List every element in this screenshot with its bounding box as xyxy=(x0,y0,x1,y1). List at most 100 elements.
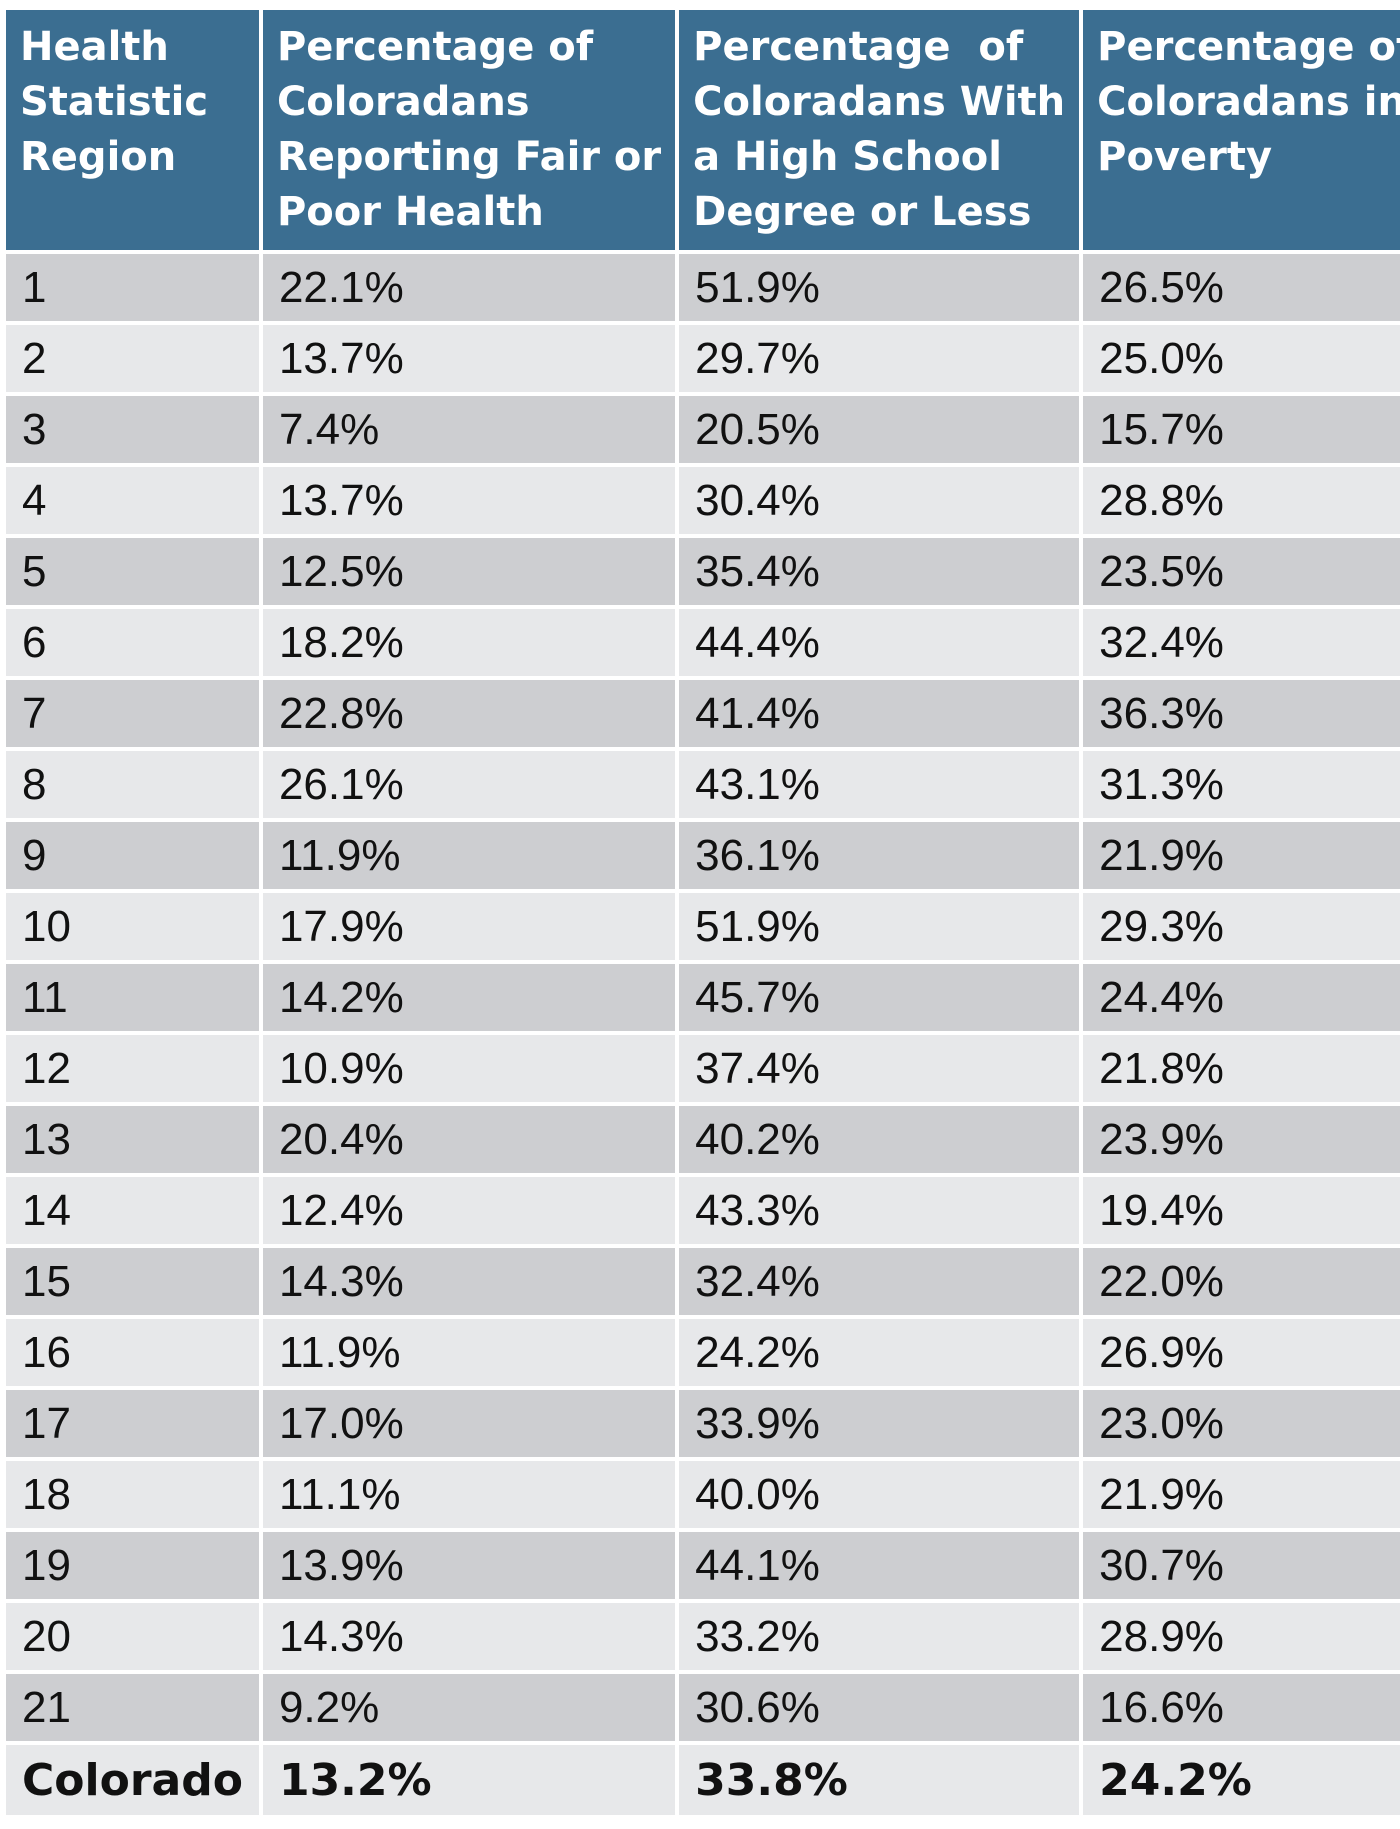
high-school-cell: 20.5% xyxy=(679,396,1080,463)
poverty-cell: 19.4% xyxy=(1083,1177,1400,1244)
fair-poor-health-cell: 13.7% xyxy=(262,325,676,392)
region-cell: 17 xyxy=(6,1390,259,1457)
high-school-cell: 35.4% xyxy=(679,538,1080,605)
poverty-cell: 30.7% xyxy=(1083,1532,1400,1599)
table-row: 19 13.9% 44.1% 30.7% xyxy=(6,1532,1400,1599)
table-row: 1 22.1% 51.9% 26.5% xyxy=(6,254,1400,321)
header-line: Coloradans xyxy=(276,79,530,125)
poverty-cell: 25.0% xyxy=(1083,325,1400,392)
region-cell: 2 xyxy=(6,325,259,392)
high-school-cell: 36.1% xyxy=(679,822,1080,889)
poverty-cell: 21.8% xyxy=(1083,1035,1400,1102)
high-school-cell: 33.9% xyxy=(679,1390,1080,1457)
poverty-cell: 29.3% xyxy=(1083,893,1400,960)
header-cell-high-school: Percentage of Coloradans With a High Schoo… xyxy=(679,10,1080,250)
region-cell: 19 xyxy=(6,1532,259,1599)
fair-poor-health-cell: 18.2% xyxy=(262,609,676,676)
table-body: 1 22.1% 51.9% 26.5% 2 13.7% 29.7% 25.0% 3 7.4% 20.… xyxy=(6,254,1400,1815)
table-row: 21 9.2% 30.6% 16.6% xyxy=(6,1674,1400,1741)
high-school-cell: 44.4% xyxy=(679,609,1080,676)
fair-poor-health-cell: 12.5% xyxy=(262,538,676,605)
header-row: Health Statistic Region Percentage of Color… xyxy=(6,10,1400,250)
region-cell: 5 xyxy=(6,538,259,605)
fair-poor-health-cell: 14.3% xyxy=(262,1603,676,1670)
poverty-cell: 23.0% xyxy=(1083,1390,1400,1457)
region-cell: 3 xyxy=(6,396,259,463)
health-statistics-table: Health Statistic Region Percentage of Color… xyxy=(2,6,1400,1819)
header-line: Percentage of xyxy=(693,24,1024,70)
high-school-cell: 43.3% xyxy=(679,1177,1080,1244)
region-cell: 15 xyxy=(6,1248,259,1315)
high-school-cell: 40.0% xyxy=(679,1461,1080,1528)
header-line: Statistic xyxy=(20,79,209,125)
header-line: Coloradans in xyxy=(1097,79,1400,125)
high-school-cell: 24.2% xyxy=(679,1319,1080,1386)
high-school-cell: 37.4% xyxy=(679,1035,1080,1102)
region-cell: 13 xyxy=(6,1106,259,1173)
table-row: 8 26.1% 43.1% 31.3% xyxy=(6,751,1400,818)
table-row: 17 17.0% 33.9% 23.0% xyxy=(6,1390,1400,1457)
fair-poor-health-cell: 7.4% xyxy=(262,396,676,463)
high-school-cell: 30.6% xyxy=(679,1674,1080,1741)
fair-poor-health-cell: 17.9% xyxy=(262,893,676,960)
header-cell-region: Health Statistic Region xyxy=(6,10,259,250)
region-cell: 7 xyxy=(6,680,259,747)
fair-poor-health-cell: 9.2% xyxy=(262,1674,676,1741)
fair-poor-health-cell: 11.1% xyxy=(262,1461,676,1528)
poverty-cell: 16.6% xyxy=(1083,1674,1400,1741)
fair-poor-health-cell: 13.7% xyxy=(262,467,676,534)
total-high-school-cell: 33.8% xyxy=(679,1745,1080,1815)
region-cell: 10 xyxy=(6,893,259,960)
table-row: 4 13.7% 30.4% 28.8% xyxy=(6,467,1400,534)
region-cell: 4 xyxy=(6,467,259,534)
table-row: 6 18.2% 44.4% 32.4% xyxy=(6,609,1400,676)
table-row: 18 11.1% 40.0% 21.9% xyxy=(6,1461,1400,1528)
poverty-cell: 21.9% xyxy=(1083,822,1400,889)
table-row: 5 12.5% 35.4% 23.5% xyxy=(6,538,1400,605)
high-school-cell: 41.4% xyxy=(679,680,1080,747)
fair-poor-health-cell: 26.1% xyxy=(262,751,676,818)
region-cell: 6 xyxy=(6,609,259,676)
fair-poor-health-cell: 14.2% xyxy=(262,964,676,1031)
table-row: 11 14.2% 45.7% 24.4% xyxy=(6,964,1400,1031)
header-line: Health xyxy=(20,24,169,70)
region-cell: 20 xyxy=(6,1603,259,1670)
poverty-cell: 26.9% xyxy=(1083,1319,1400,1386)
high-school-cell: 32.4% xyxy=(679,1248,1080,1315)
region-cell: 8 xyxy=(6,751,259,818)
high-school-cell: 51.9% xyxy=(679,893,1080,960)
fair-poor-health-cell: 14.3% xyxy=(262,1248,676,1315)
poverty-cell: 28.8% xyxy=(1083,467,1400,534)
high-school-cell: 43.1% xyxy=(679,751,1080,818)
fair-poor-health-cell: 17.0% xyxy=(262,1390,676,1457)
high-school-cell: 45.7% xyxy=(679,964,1080,1031)
poverty-cell: 24.4% xyxy=(1083,964,1400,1031)
poverty-cell: 31.3% xyxy=(1083,751,1400,818)
region-cell: 9 xyxy=(6,822,259,889)
table-container: Health Statistic Region Percentage of Color… xyxy=(2,6,1400,1819)
fair-poor-health-cell: 11.9% xyxy=(262,822,676,889)
poverty-cell: 28.9% xyxy=(1083,1603,1400,1670)
region-cell: 21 xyxy=(6,1674,259,1741)
header-line: Region xyxy=(20,134,177,180)
header-line: Poverty xyxy=(1097,134,1273,180)
table-row: 10 17.9% 51.9% 29.3% xyxy=(6,893,1400,960)
table-row: 15 14.3% 32.4% 22.0% xyxy=(6,1248,1400,1315)
table-row: 13 20.4% 40.2% 23.9% xyxy=(6,1106,1400,1173)
fair-poor-health-cell: 10.9% xyxy=(262,1035,676,1102)
high-school-cell: 51.9% xyxy=(679,254,1080,321)
region-cell: 11 xyxy=(6,964,259,1031)
high-school-cell: 33.2% xyxy=(679,1603,1080,1670)
high-school-cell: 30.4% xyxy=(679,467,1080,534)
header-line: Poor Health xyxy=(276,189,544,235)
poverty-cell: 23.5% xyxy=(1083,538,1400,605)
header-line: Percentage of xyxy=(1097,24,1400,70)
region-cell: 1 xyxy=(6,254,259,321)
total-row: Colorado 13.2% 33.8% 24.2% xyxy=(6,1745,1400,1815)
fair-poor-health-cell: 22.8% xyxy=(262,680,676,747)
total-region-cell: Colorado xyxy=(6,1745,259,1815)
table-row: 12 10.9% 37.4% 21.8% xyxy=(6,1035,1400,1102)
fair-poor-health-cell: 22.1% xyxy=(262,254,676,321)
header-line: Percentage of xyxy=(276,24,594,70)
region-cell: 16 xyxy=(6,1319,259,1386)
